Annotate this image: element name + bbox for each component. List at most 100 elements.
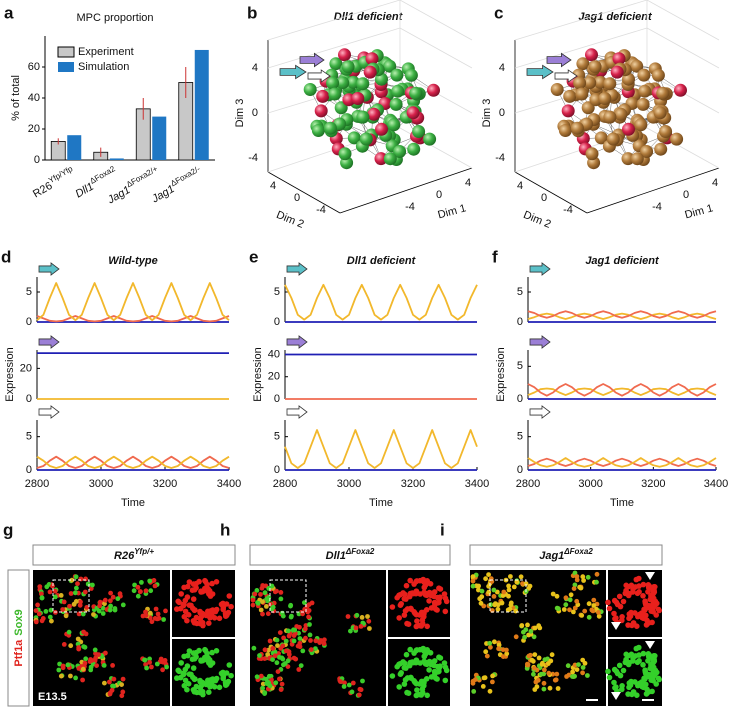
y-tick-label: 5 — [517, 286, 523, 298]
y-tick-label: 0 — [274, 393, 280, 405]
x-tick-label: 2800 — [273, 478, 297, 490]
cell — [186, 648, 193, 654]
cell — [303, 635, 308, 641]
cell — [492, 639, 497, 645]
network-node — [581, 101, 595, 115]
cell — [398, 670, 405, 676]
cell — [580, 574, 586, 580]
y-tick-label: 40 — [28, 92, 40, 104]
cell — [190, 665, 197, 671]
cell — [131, 588, 137, 594]
cell — [297, 636, 303, 641]
cell — [483, 576, 488, 582]
cell — [189, 656, 196, 662]
cell — [226, 593, 233, 599]
arrow-icon — [279, 64, 307, 80]
cell — [199, 619, 206, 626]
cell — [633, 645, 640, 652]
cell — [635, 682, 641, 689]
cell — [413, 659, 419, 666]
cell — [260, 685, 265, 691]
cell — [35, 602, 40, 608]
cell — [82, 589, 88, 595]
x-tick-label: 3000 — [337, 478, 361, 490]
title-superscript: ΔFoxa2 — [563, 547, 593, 556]
cell — [638, 679, 645, 685]
network-node — [561, 104, 575, 118]
cell — [177, 674, 184, 681]
cell — [591, 597, 597, 603]
cell — [426, 598, 432, 604]
network-node — [359, 132, 373, 146]
cell — [350, 680, 356, 686]
cell — [401, 591, 408, 598]
cell — [642, 606, 648, 613]
cell — [488, 644, 493, 650]
cell — [523, 627, 529, 633]
network-node — [329, 57, 343, 71]
cell — [80, 611, 86, 617]
arrowhead — [611, 692, 621, 700]
cell — [548, 658, 554, 664]
cell — [222, 610, 229, 617]
network-node — [347, 131, 361, 145]
cell — [490, 673, 495, 679]
network-node — [356, 110, 370, 124]
network-node — [576, 57, 590, 71]
cell — [590, 608, 596, 614]
cell — [417, 660, 424, 666]
cell — [401, 660, 408, 667]
cell — [616, 593, 623, 600]
network-node — [356, 77, 370, 91]
axis-label: Dim 3 — [481, 99, 493, 128]
cell — [322, 637, 327, 643]
cell — [142, 657, 147, 663]
cell — [421, 584, 428, 591]
y-tick-label: 5 — [26, 286, 32, 298]
cell — [270, 646, 276, 651]
cell — [266, 673, 272, 679]
cell — [508, 574, 513, 579]
cell — [437, 586, 444, 592]
y-tick-label: 5 — [517, 431, 523, 443]
series-line — [36, 455, 230, 469]
cell — [67, 603, 72, 609]
cell — [107, 679, 112, 685]
cell — [514, 579, 520, 585]
cell — [149, 664, 154, 670]
network-node — [363, 65, 377, 79]
cell — [274, 637, 280, 643]
cell — [302, 626, 308, 632]
network-node — [614, 107, 628, 121]
cell — [349, 689, 355, 695]
cell — [152, 583, 158, 589]
cell — [204, 581, 210, 588]
cell — [120, 602, 126, 608]
cell — [213, 606, 220, 613]
cell — [181, 682, 188, 689]
network-node — [603, 110, 617, 124]
cell — [264, 604, 269, 609]
network-node — [610, 65, 624, 79]
network-node — [654, 142, 668, 156]
network-node — [603, 77, 617, 91]
cell — [250, 597, 256, 603]
cell — [266, 680, 271, 686]
cell — [112, 606, 118, 611]
cell — [626, 615, 632, 622]
cell — [554, 593, 560, 599]
cell — [555, 686, 561, 691]
cell — [594, 579, 599, 585]
x-tick-label: R26Yfp/Yfp — [29, 164, 77, 201]
cell — [342, 680, 347, 686]
cell — [389, 673, 396, 679]
axis-label: Dim 1 — [437, 202, 468, 221]
network-node — [570, 121, 584, 135]
cell — [563, 602, 569, 608]
cell — [57, 661, 62, 667]
cell — [209, 580, 215, 587]
cell — [149, 619, 155, 625]
cell — [576, 662, 581, 667]
cell — [354, 612, 360, 618]
cell — [161, 617, 167, 622]
